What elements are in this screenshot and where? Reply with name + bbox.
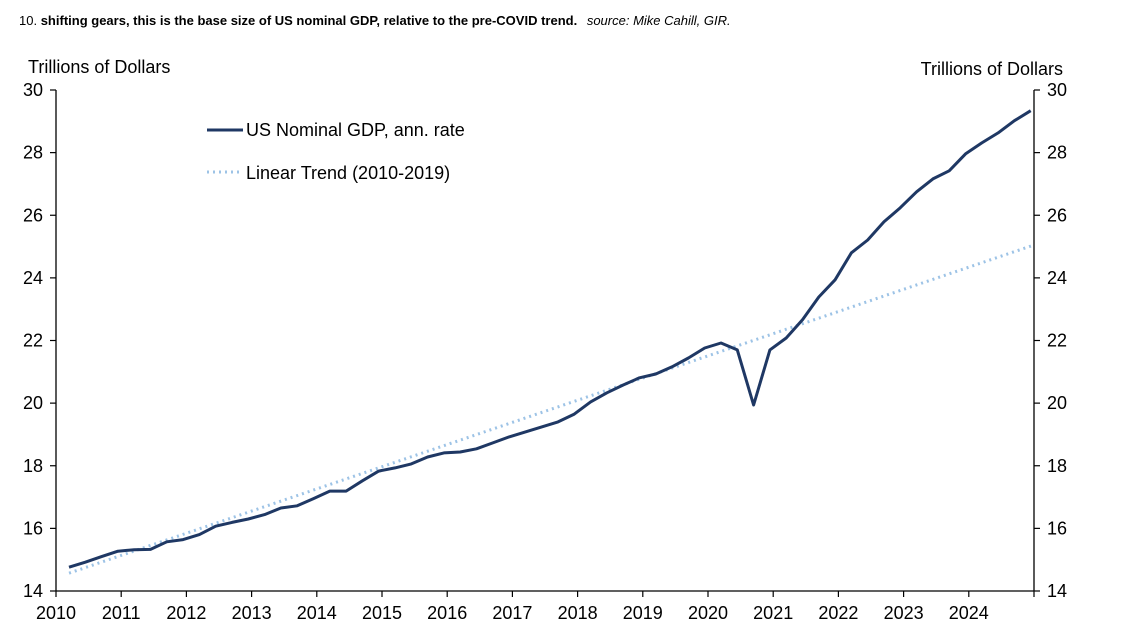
x-tick-label: 2017: [492, 603, 532, 623]
right-y-tick-label: 22: [1047, 331, 1067, 351]
left-y-tick-label: 26: [23, 205, 43, 225]
x-tick-label: 2014: [297, 603, 337, 623]
legend: US Nominal GDP, ann. rate Linear Trend (…: [207, 120, 465, 183]
x-tick-label: 2023: [884, 603, 924, 623]
left-y-tick-label: 16: [23, 518, 43, 538]
x-tick-label: 2021: [753, 603, 793, 623]
right-y-tick-label: 14: [1047, 581, 1067, 601]
trend-line: [68, 243, 1035, 575]
legend-label-trend: Linear Trend (2010-2019): [246, 163, 450, 183]
gdp-line: [68, 109, 1032, 569]
left-y-tick-label: 24: [23, 268, 43, 288]
right-y-tick-label: 26: [1047, 205, 1067, 225]
x-tick-label: 2016: [427, 603, 467, 623]
right-y-tick-label: 28: [1047, 143, 1067, 163]
series-layer: [68, 109, 1035, 575]
left-y-tick-label: 30: [23, 80, 43, 100]
x-tick-label: 2022: [818, 603, 858, 623]
x-tick-label: 2010: [36, 603, 76, 623]
x-tick-label: 2015: [362, 603, 402, 623]
caption-source: source: Mike Cahill, GIR.: [586, 13, 731, 28]
left-y-tick-label: 14: [23, 581, 43, 601]
x-tick-label: 2020: [688, 603, 728, 623]
chart-caption: 10. shifting gears, this is the base siz…: [19, 13, 731, 28]
left-axis-title: Trillions of Dollars: [28, 57, 170, 77]
right-y-tick-label: 16: [1047, 518, 1067, 538]
x-tick-label: 2012: [166, 603, 206, 623]
caption-number: 10.: [19, 13, 38, 28]
x-tick-label: 2018: [558, 603, 598, 623]
caption-text: shifting gears, this is the base size of…: [40, 13, 578, 28]
left-y-tick-label: 18: [23, 456, 43, 476]
right-y-tick-label: 18: [1047, 456, 1067, 476]
legend-label-gdp: US Nominal GDP, ann. rate: [246, 120, 465, 140]
x-tick-label: 2024: [949, 603, 989, 623]
right-y-tick-label: 20: [1047, 393, 1067, 413]
x-tick-label: 2011: [102, 603, 141, 623]
right-y-tick-label: 30: [1047, 80, 1067, 100]
left-y-tick-label: 22: [23, 331, 43, 351]
left-y-tick-label: 20: [23, 393, 43, 413]
x-tick-label: 2013: [232, 603, 272, 623]
left-y-tick-label: 28: [23, 143, 43, 163]
right-y-tick-label: 24: [1047, 268, 1067, 288]
right-axis-title: Trillions of Dollars: [921, 59, 1063, 79]
x-tick-label: 2019: [623, 603, 663, 623]
